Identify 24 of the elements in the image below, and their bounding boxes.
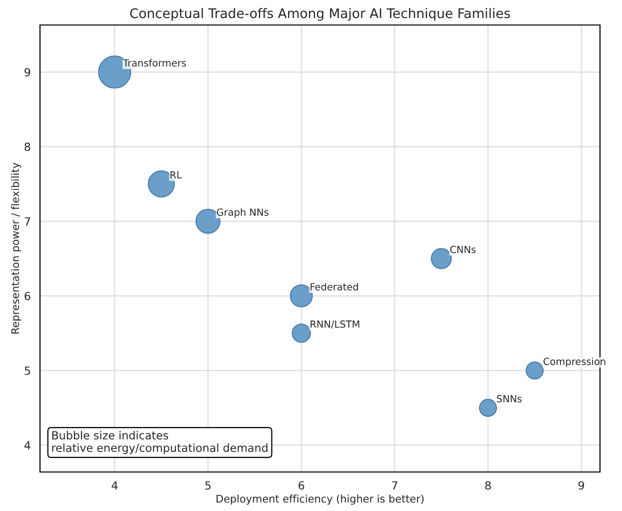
x-axis-title: Deployment efficiency (higher is better) xyxy=(216,494,424,505)
annotation: RNN/LSTM xyxy=(310,320,360,329)
annotation: Federated xyxy=(310,282,358,290)
annotation: Transformers xyxy=(122,59,186,67)
chart-title: Conceptual Trade-offs Among Major AI Technique Families xyxy=(130,8,510,21)
annotation: CNNs xyxy=(450,246,476,254)
x-tick-label: 6 xyxy=(298,481,304,490)
x-tick-label: 5 xyxy=(205,481,211,490)
y-tick-label: 5 xyxy=(24,366,30,375)
annotation: Compression xyxy=(544,358,606,367)
y-tick-label: 6 xyxy=(24,292,30,300)
y-tick-label: 9 xyxy=(24,68,30,76)
x-tick-label: 8 xyxy=(485,481,491,490)
y-tick-label: 8 xyxy=(24,142,30,152)
annotation: Graph NNs xyxy=(216,208,268,218)
annotation: Bubble size indicates relative energy/computational demand xyxy=(52,430,268,454)
x-tick-label: 7 xyxy=(392,481,398,490)
y-axis-title: Representation power / flexibility xyxy=(11,162,22,334)
annotation: SNNs xyxy=(496,395,522,402)
x-tick-label: 9 xyxy=(578,481,584,490)
annotation: RL xyxy=(170,171,182,178)
y-tick-label: 4 xyxy=(24,441,30,450)
y-tick-label: 7 xyxy=(24,217,30,226)
x-tick-label: 4 xyxy=(112,481,118,490)
